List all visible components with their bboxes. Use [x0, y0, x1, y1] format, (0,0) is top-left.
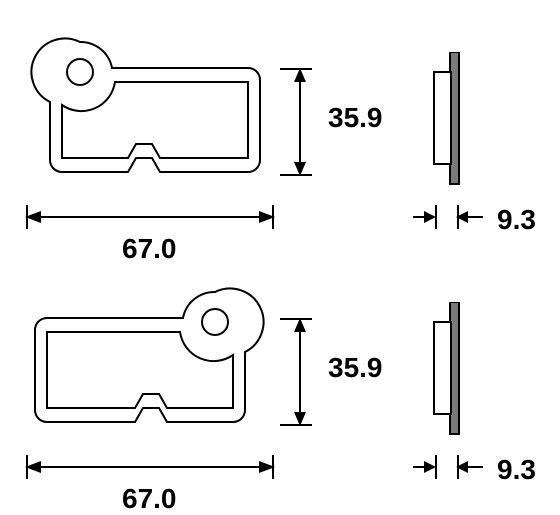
brake-pad-diagram: 35.9 67.0 9.3 [0, 0, 560, 513]
top-thickness-label: 9.3 [497, 204, 536, 236]
bottom-height-label: 35.9 [328, 352, 383, 384]
bottom-brake-pad-face [20, 280, 275, 440]
top-thickness-dimension [408, 205, 488, 235]
top-side-profile [432, 52, 472, 187]
bottom-side-profile [432, 302, 472, 437]
bottom-thickness-label: 9.3 [497, 454, 536, 486]
top-width-label: 67.0 [122, 233, 177, 265]
bottom-height-dimension [280, 318, 320, 426]
bottom-width-label: 67.0 [122, 483, 177, 515]
top-height-label: 35.9 [328, 102, 383, 134]
top-brake-pad-face [20, 30, 275, 190]
top-height-dimension [280, 68, 320, 176]
top-width-dimension [25, 205, 275, 235]
bottom-width-dimension [25, 455, 275, 485]
bottom-thickness-dimension [408, 455, 488, 485]
